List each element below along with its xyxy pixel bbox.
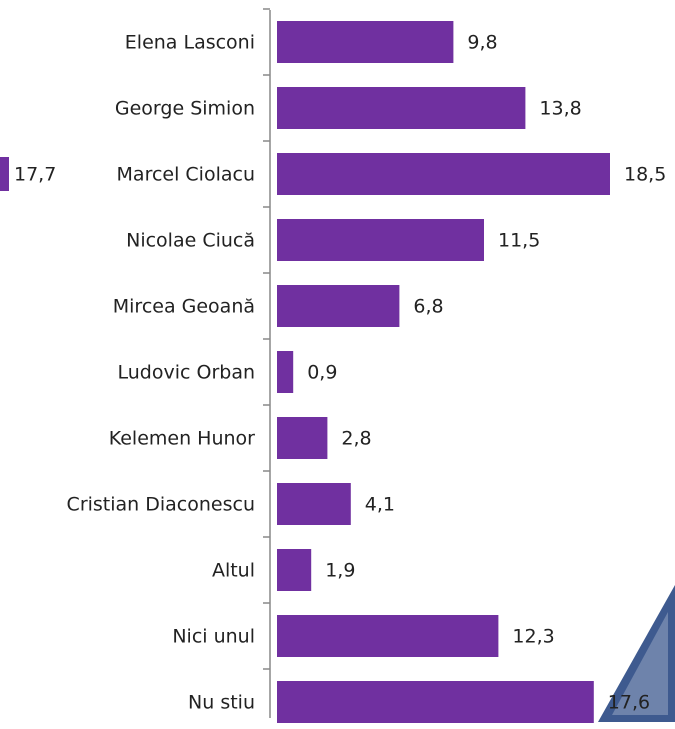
y-tick-label: George Simion	[115, 98, 255, 120]
value-label: 6,8	[413, 296, 443, 318]
decoration	[612, 612, 668, 715]
y-tick-label: Nicolae Ciucă	[126, 230, 255, 252]
decoration	[598, 585, 675, 722]
y-tick-label: Nu stiu	[188, 692, 255, 714]
clipped-bar	[0, 157, 9, 191]
value-label: 17,6	[608, 692, 650, 714]
value-label: 0,9	[307, 362, 337, 384]
y-tick-label: Nici unul	[172, 626, 255, 648]
annotation: 17,7	[14, 164, 56, 186]
value-label: 11,5	[498, 230, 540, 252]
y-tick-label: Altul	[212, 560, 255, 582]
bar	[277, 285, 400, 327]
bar	[277, 153, 610, 195]
y-tick-label: Kelemen Hunor	[109, 428, 255, 450]
y-tick-label: Marcel Ciolacu	[117, 164, 255, 186]
y-tick-label: Elena Lasconi	[125, 32, 255, 54]
bar	[277, 87, 526, 129]
bar	[277, 417, 328, 459]
bar	[277, 219, 484, 261]
value-label: 18,5	[624, 164, 666, 186]
y-tick-label: Cristian Diaconescu	[67, 494, 255, 516]
bar	[277, 351, 294, 393]
value-label: 12,3	[512, 626, 554, 648]
bar	[277, 615, 499, 657]
value-label: 9,8	[467, 32, 497, 54]
bar	[277, 483, 351, 525]
bar	[277, 681, 594, 723]
value-label: 1,9	[325, 560, 355, 582]
bar	[277, 549, 312, 591]
value-label: 4,1	[365, 494, 395, 516]
value-label: 13,8	[539, 98, 581, 120]
bar	[277, 21, 454, 63]
y-tick-label: Ludovic Orban	[118, 362, 256, 384]
y-tick-label: Mircea Geoană	[113, 296, 255, 318]
value-label: 2,8	[341, 428, 371, 450]
